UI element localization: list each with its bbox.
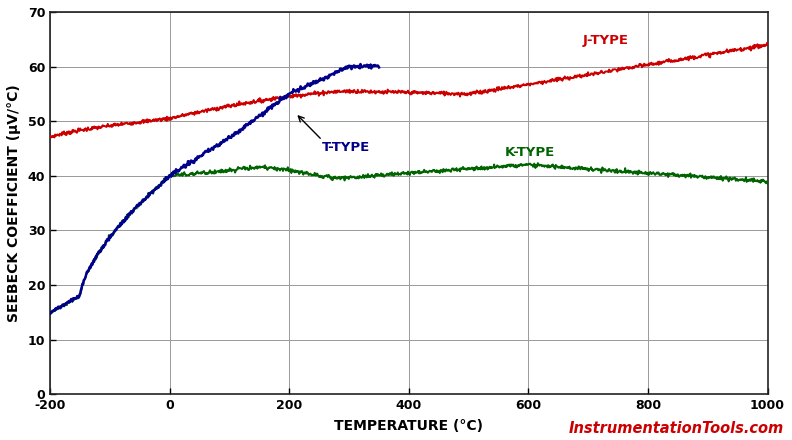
Y-axis label: SEEBECK COEFFICIENT (μV/°C): SEEBECK COEFFICIENT (μV/°C) bbox=[7, 84, 21, 322]
Text: J-TYPE: J-TYPE bbox=[582, 34, 628, 48]
Text: T-TYPE: T-TYPE bbox=[322, 141, 371, 154]
Text: InstrumentationTools.com: InstrumentationTools.com bbox=[569, 421, 784, 436]
Text: K-TYPE: K-TYPE bbox=[505, 147, 554, 159]
X-axis label: TEMPERATURE (°C): TEMPERATURE (°C) bbox=[334, 419, 483, 433]
